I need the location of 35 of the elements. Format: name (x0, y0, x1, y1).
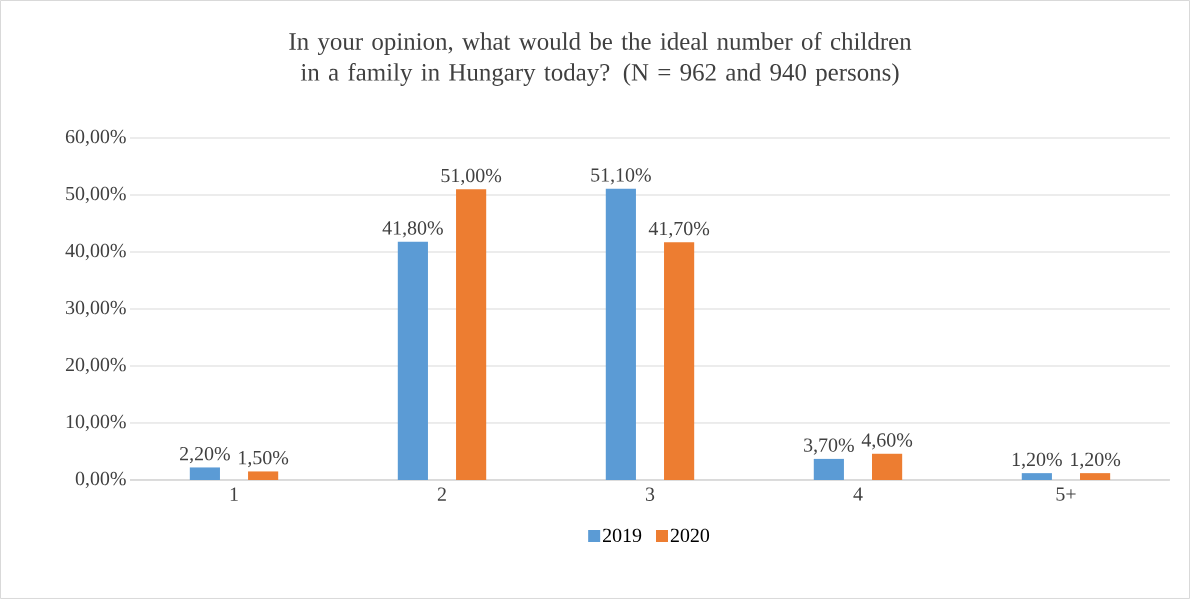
x-tick-label: 2 (437, 487, 446, 501)
bar (664, 242, 695, 480)
y-tick-label: 50,00% (66, 186, 126, 204)
y-tick-label: 30,00% (66, 300, 126, 318)
data-label: 41,80% (382, 221, 443, 238)
bar (605, 188, 636, 480)
y-tick-label: 60,00% (65, 129, 126, 147)
data-label: 1,50% (239, 450, 289, 468)
bar (248, 471, 279, 480)
data-label: 1,20% (1012, 452, 1062, 469)
x-tick-label: 5+ (1056, 487, 1076, 501)
bar (1080, 473, 1111, 480)
y-tick-label: 20,00% (65, 357, 126, 375)
data-label: 4,60% (861, 433, 913, 450)
data-label: 51,10% (591, 168, 651, 185)
bar (456, 189, 487, 480)
x-tick-label: 4 (853, 487, 863, 501)
y-tick-label: 0,00% (75, 471, 126, 489)
bar (1021, 473, 1052, 480)
y-tick-label: 10,00% (66, 414, 126, 432)
bar (872, 453, 903, 480)
bar (189, 467, 220, 480)
y-tick-label: 40,00% (65, 243, 126, 261)
data-label: 2,20% (180, 446, 230, 464)
x-tick-label: 1 (230, 487, 238, 501)
data-label: 3,70% (804, 438, 854, 455)
chart-title: In your opinion, what would be the ideal number of children in a family in Hungary today? (N = 962 and 940 persons) (289, 32, 912, 86)
data-label: 51,00% (441, 168, 502, 186)
bar (813, 458, 844, 480)
legend-label: 2019 (603, 528, 642, 543)
data-label: 41,70% (648, 221, 710, 239)
x-tick-label: 3 (645, 487, 655, 501)
data-label: 1,20% (1071, 452, 1121, 469)
legend-label: 2020 (670, 528, 710, 543)
bar (397, 241, 428, 480)
